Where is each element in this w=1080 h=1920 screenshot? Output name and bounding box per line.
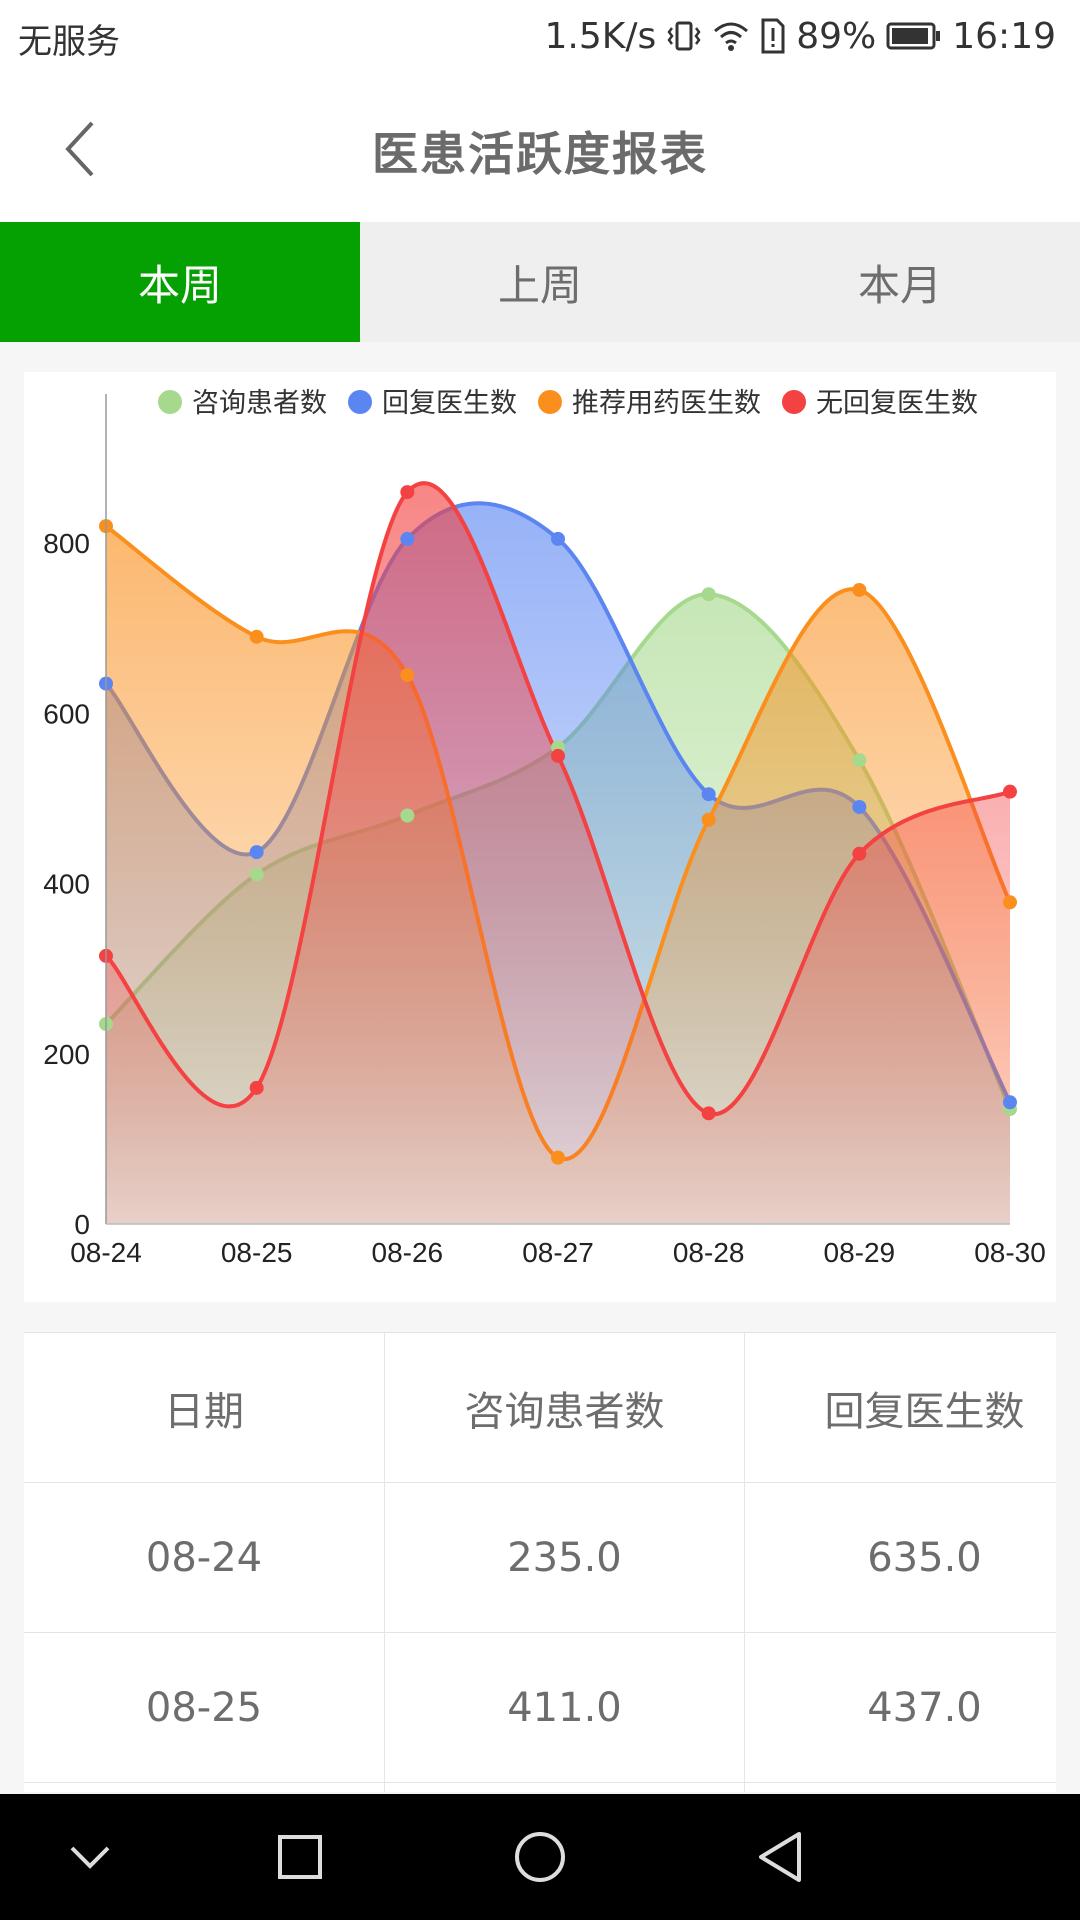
table-row: 08-24 235.0 635.0	[24, 1483, 1056, 1633]
tab-this-week[interactable]: 本周	[0, 222, 360, 342]
data-point	[701, 812, 716, 827]
table-cell-reply-doctors: 437.0	[744, 1633, 1056, 1783]
status-icons: 1.5K/s 89% 16:19	[544, 12, 1056, 60]
x-tick-label: 08-27	[522, 1237, 594, 1268]
x-tick-label: 08-25	[221, 1237, 293, 1268]
legend-label: 回复医生数	[382, 388, 517, 419]
battery-percent: 89%	[796, 15, 877, 57]
y-tick-label: 800	[43, 528, 90, 559]
y-tick-label: 400	[43, 869, 90, 900]
table-header-row: 日期 咨询患者数 回复医生数	[24, 1333, 1056, 1483]
data-point	[400, 531, 415, 546]
x-tick-label: 08-30	[974, 1237, 1046, 1268]
system-nav-bar	[0, 1794, 1080, 1920]
clock-time: 16:19	[952, 15, 1056, 57]
x-tick-label: 08-29	[824, 1237, 896, 1268]
table-header-reply-doctors: 回复医生数	[744, 1333, 1056, 1483]
data-point	[400, 485, 415, 500]
period-tabs: 本周 上周 本月	[0, 222, 1080, 342]
wifi-icon	[712, 19, 750, 53]
data-point	[1003, 784, 1017, 799]
legend-label: 无回复医生数	[816, 388, 978, 419]
table-cell-date: 08-25	[145, 1685, 263, 1731]
back-button[interactable]	[50, 114, 110, 184]
data-point	[1003, 1095, 1017, 1110]
legend-marker	[348, 390, 372, 414]
app-header: 医患活跃度报表	[0, 74, 1080, 222]
nav-hide-button[interactable]	[60, 1827, 120, 1887]
legend-label: 咨询患者数	[192, 388, 327, 419]
data-point	[400, 808, 415, 823]
data-point	[249, 1080, 264, 1095]
legend-marker	[782, 390, 806, 414]
data-point	[551, 748, 565, 763]
y-tick-label: 600	[43, 698, 90, 729]
triangle-back-icon	[759, 1832, 801, 1882]
legend-marker	[538, 390, 562, 414]
data-point	[852, 846, 867, 861]
status-bar: 无服务 1.5K/s 89% 16:19	[0, 0, 1080, 74]
y-tick-label: 0	[74, 1209, 90, 1240]
data-point	[701, 787, 716, 802]
battery-icon	[886, 21, 942, 51]
table-cell-patients: 411.0	[384, 1633, 744, 1783]
y-tick-label: 200	[43, 1039, 90, 1070]
activity-chart: 0 200 400 600 800 08-24 08-25 08-26 08-27 08-28 08…	[43, 388, 1046, 1268]
x-tick-label: 08-24	[70, 1237, 142, 1268]
data-point	[701, 1106, 716, 1121]
report-table: 日期 咨询患者数 回复医生数 08-24 235.0 635.0 08-25 4…	[24, 1332, 1056, 1792]
nav-home-button[interactable]	[510, 1827, 570, 1887]
tab-this-month[interactable]: 本月	[857, 260, 942, 310]
series-area	[106, 483, 1010, 1224]
table-cell-date	[24, 1783, 384, 1792]
data-point	[249, 867, 264, 882]
data-point	[249, 845, 264, 860]
data-point	[852, 582, 867, 597]
page-title: 医患活跃度报表	[372, 127, 708, 181]
table-row: 08-25 411.0 437.0	[24, 1633, 1056, 1783]
network-speed: 1.5K/s	[544, 15, 657, 57]
data-point	[249, 629, 264, 644]
data-point	[551, 1150, 565, 1165]
nav-back-button[interactable]	[750, 1827, 810, 1887]
legend-marker	[158, 390, 182, 414]
table-cell-reply-doctors: 635.0	[744, 1483, 1056, 1633]
vibrate-icon	[666, 18, 702, 54]
tab-last-week[interactable]: 上周	[497, 260, 582, 310]
x-tick-label: 08-28	[673, 1237, 745, 1268]
alert-sim-icon	[760, 17, 786, 55]
table-header-date: 日期	[164, 1389, 244, 1435]
table-header-patients: 咨询患者数	[384, 1333, 744, 1483]
square-icon	[278, 1835, 322, 1879]
chevron-down-icon	[70, 1846, 110, 1869]
chevron-left-icon	[65, 121, 94, 177]
table-cell-reply-doctors	[744, 1783, 1056, 1792]
circle-icon	[515, 1832, 565, 1882]
nav-recents-button[interactable]	[270, 1827, 330, 1887]
activity-chart-card: 0 200 400 600 800 08-24 08-25 08-26 08-27 08-28 08…	[24, 372, 1056, 1302]
x-tick-label: 08-26	[372, 1237, 444, 1268]
data-point	[400, 668, 415, 683]
carrier-text: 无服务	[18, 22, 120, 62]
data-point	[551, 531, 565, 546]
data-point	[1003, 895, 1017, 910]
data-point	[852, 799, 867, 814]
legend-label: 推荐用药医生数	[572, 388, 761, 419]
table-cell-date: 08-24	[145, 1535, 263, 1581]
data-point	[852, 753, 867, 768]
table-cell-patients: 235.0	[384, 1483, 744, 1633]
table-cell-patients	[384, 1783, 744, 1792]
table-row	[24, 1783, 1056, 1792]
data-point	[701, 587, 716, 602]
